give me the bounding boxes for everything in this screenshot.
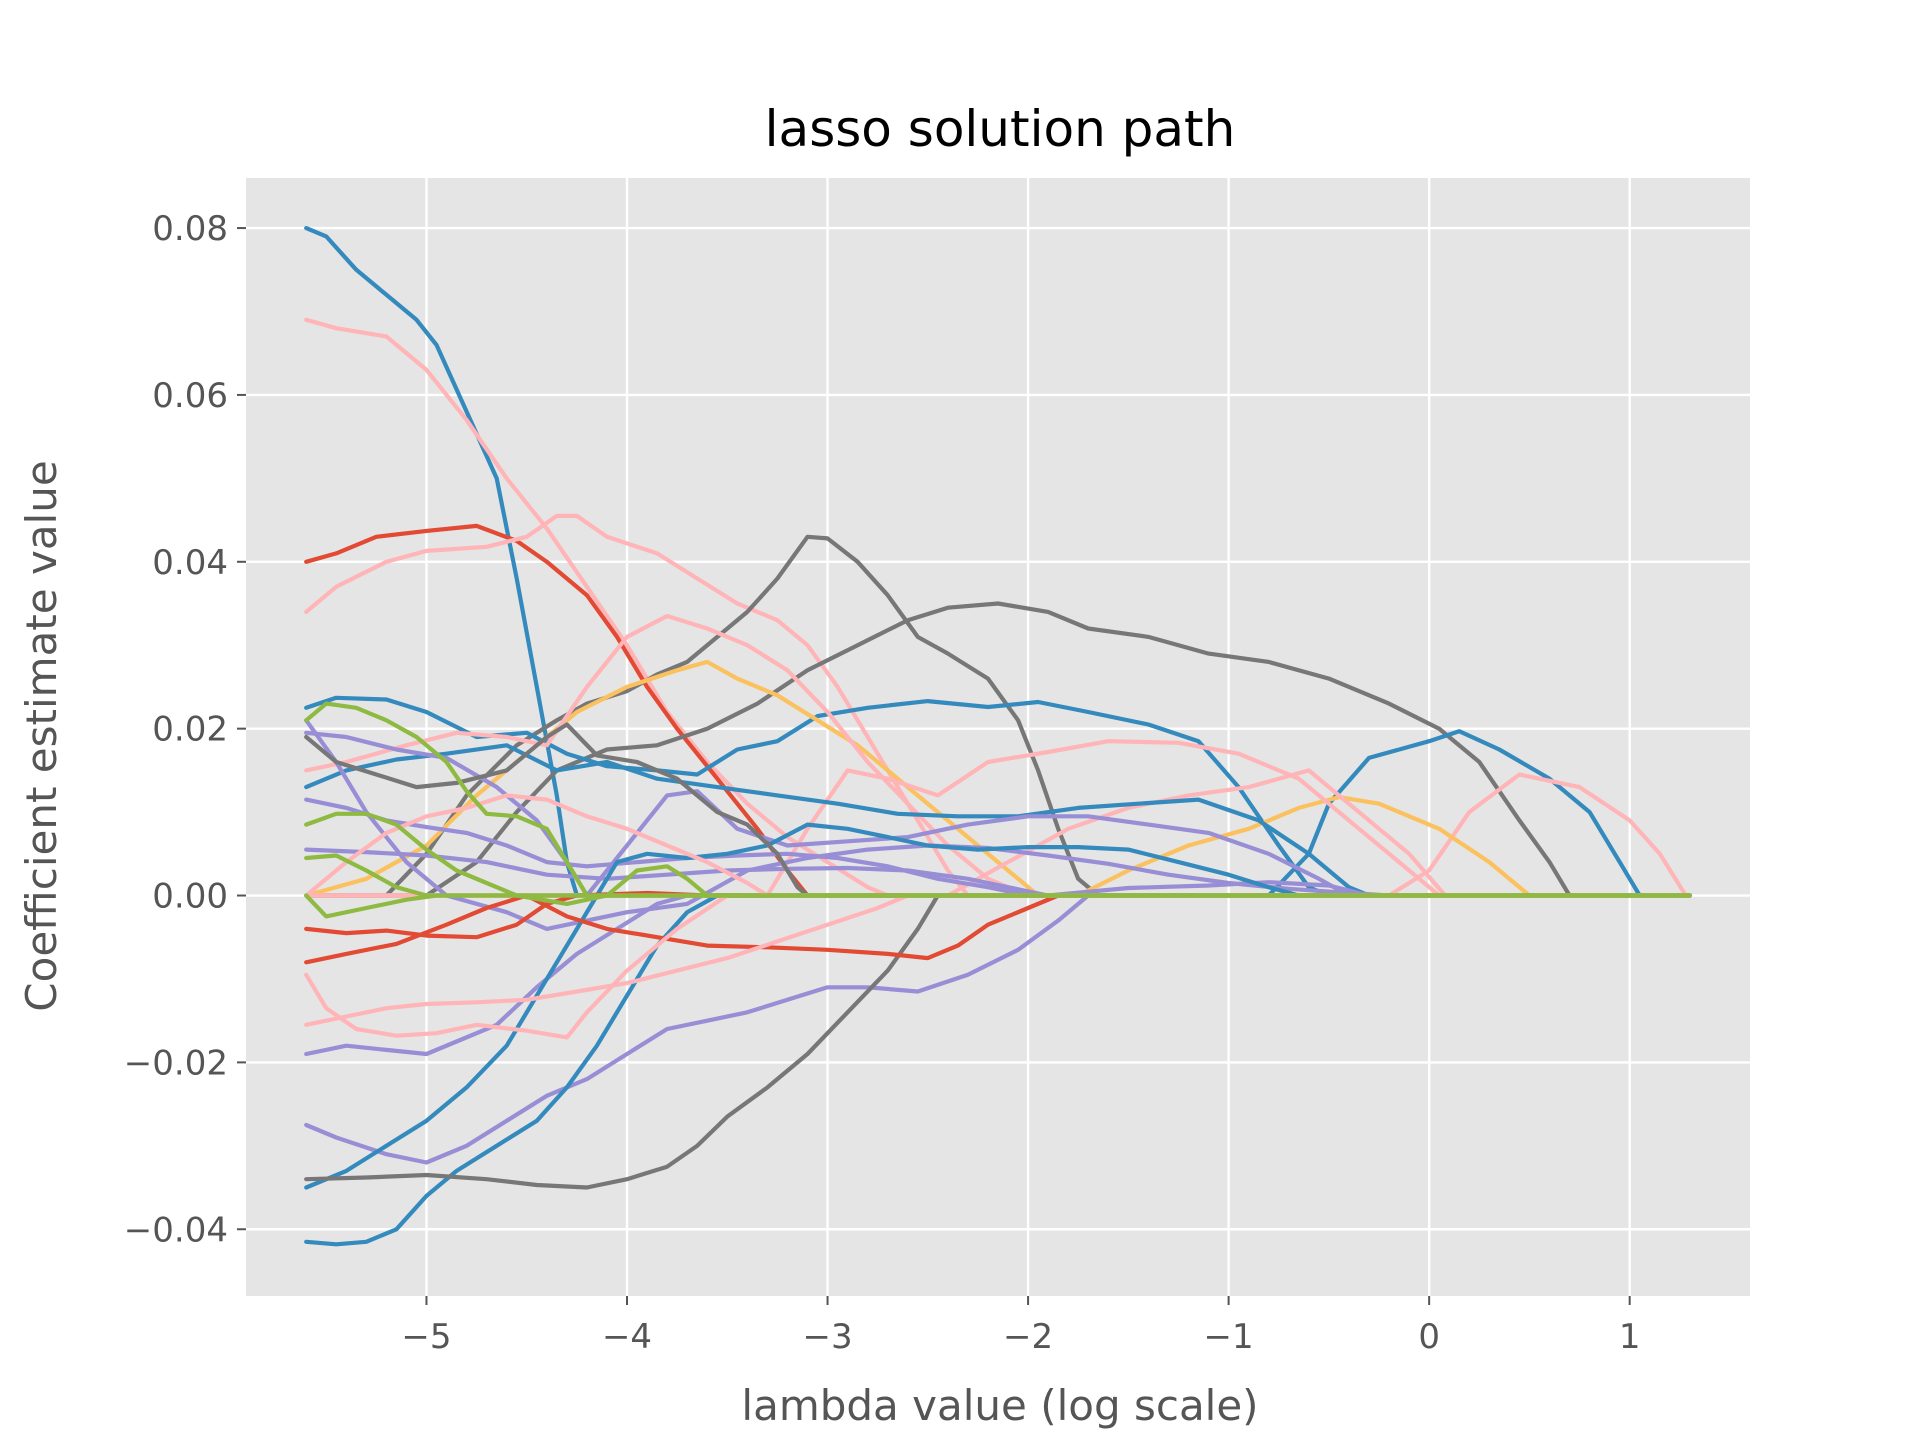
y-tick-label: 0.06 xyxy=(152,376,228,416)
axis-ticks: −5 −4 −3 −2 −1 0 1 −0.04 −0.02 0.00 0.02 0.04 0.06 0.… xyxy=(124,209,1641,1357)
plot-area xyxy=(246,178,1750,1296)
series-line-25 xyxy=(304,722,1692,898)
series-line-34 xyxy=(304,893,1692,919)
y-tick-label: −0.02 xyxy=(124,1043,228,1083)
series-line-26 xyxy=(304,893,1692,965)
series-line-15 xyxy=(304,743,1692,898)
y-tick-label: 0.04 xyxy=(152,543,228,583)
series-line-21 xyxy=(304,893,1692,1165)
x-tick-label: 0 xyxy=(1418,1317,1440,1357)
y-tick-label: 0.08 xyxy=(152,209,228,249)
y-tick-label: −0.04 xyxy=(124,1210,228,1250)
x-tick-label: −2 xyxy=(1003,1317,1053,1357)
series-line-2 xyxy=(304,317,1692,898)
series-line-18 xyxy=(304,797,1692,898)
series-line-11 xyxy=(304,794,1692,898)
x-axis-label: lambda value (log scale) xyxy=(741,1381,1258,1430)
x-tick-label: −1 xyxy=(1204,1317,1254,1357)
series-line-28 xyxy=(304,893,1692,1027)
series-line-30 xyxy=(304,793,1692,898)
x-tick-label: −4 xyxy=(602,1317,652,1357)
series-line-31 xyxy=(304,701,1692,898)
series-line-14 xyxy=(304,739,1692,898)
x-tick-label: 1 xyxy=(1619,1317,1641,1357)
series-line-29 xyxy=(304,893,1692,1040)
y-tick-label: 0.00 xyxy=(152,877,228,917)
x-tick-label: −3 xyxy=(802,1317,852,1357)
chart-title: lasso solution path xyxy=(765,100,1236,158)
series-group xyxy=(304,226,1692,1247)
series-line-22 xyxy=(304,893,1692,1247)
series-line-9 xyxy=(304,772,1688,898)
series-line-13 xyxy=(304,768,1692,898)
series-line-20 xyxy=(304,893,1692,1057)
x-tick-label: −5 xyxy=(401,1317,451,1357)
series-line-6 xyxy=(304,601,1692,898)
y-tick-label: 0.02 xyxy=(152,710,228,750)
y-axis-label: Coefficient estimate value xyxy=(17,460,66,1011)
